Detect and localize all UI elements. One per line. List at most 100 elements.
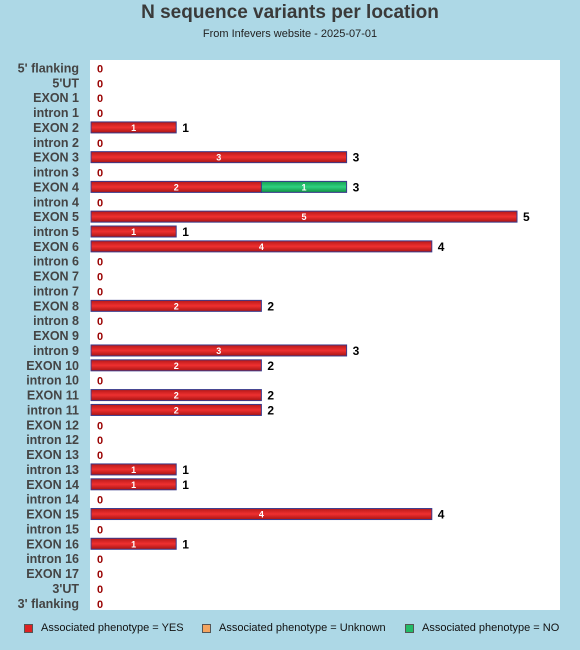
bar-intron-11-yes <box>90 403 262 416</box>
total-label: 0 <box>97 168 103 180</box>
category-label-exon-17: EXON 17 <box>26 567 79 581</box>
category-label-exon-14: EXON 14 <box>26 478 79 492</box>
total-label: 0 <box>97 331 103 343</box>
legend-item-no: Associated phenotype = NO <box>405 622 559 634</box>
category-label-intron-2: intron 2 <box>33 136 79 150</box>
legend-label-unknown: Associated phenotype = Unknown <box>219 622 386 634</box>
category-label-intron-13: intron 13 <box>26 463 79 477</box>
category-label-3-ut: 3'UT <box>52 582 79 596</box>
bar-value-label: 2 <box>174 361 179 371</box>
bar-exon-15-yes <box>90 508 433 521</box>
category-label-exon-6: EXON 6 <box>33 240 79 254</box>
category-label-5-ut: 5'UT <box>52 76 79 90</box>
category-label-intron-1: intron 1 <box>33 106 79 120</box>
total-label: 0 <box>97 420 103 432</box>
total-label: 2 <box>267 389 274 403</box>
category-label-intron-7: intron 7 <box>33 284 79 298</box>
bar-value-label: 1 <box>301 182 306 192</box>
bar-exon-10-yes <box>90 359 262 372</box>
bar-intron-9-yes <box>90 344 348 357</box>
bar-value-label: 2 <box>174 405 179 415</box>
total-label: 3 <box>353 151 360 165</box>
category-label-exon-4: EXON 4 <box>33 180 79 194</box>
bar-value-label: 4 <box>259 242 264 252</box>
category-label-intron-14: intron 14 <box>26 493 79 507</box>
bar-value-label: 3 <box>216 153 221 163</box>
total-label: 0 <box>97 569 103 581</box>
category-label-intron-9: intron 9 <box>33 344 79 358</box>
category-label-exon-3: EXON 3 <box>33 151 79 165</box>
category-label-intron-15: intron 15 <box>26 522 79 536</box>
category-label-intron-16: intron 16 <box>26 552 79 566</box>
total-label: 5 <box>523 210 530 224</box>
bar-exon-8-yes <box>90 299 262 312</box>
bar-exon-6-yes <box>90 240 433 253</box>
category-label-intron-5: intron 5 <box>33 225 79 239</box>
category-label-exon-11: EXON 11 <box>27 389 79 403</box>
total-label: 2 <box>267 403 274 417</box>
bar-exon-4-no <box>260 180 348 193</box>
category-label-intron-10: intron 10 <box>26 374 79 388</box>
category-label-exon-15: EXON 15 <box>26 508 79 522</box>
total-label: 1 <box>182 478 189 492</box>
total-label: 1 <box>182 463 189 477</box>
category-label-exon-5: EXON 5 <box>33 210 79 224</box>
bar-value-label: 1 <box>131 539 136 549</box>
category-label-exon-10: EXON 10 <box>26 359 79 373</box>
chart-title: N sequence variants per location <box>141 2 439 23</box>
category-label-5-flanking: 5' flanking <box>18 61 79 75</box>
plot-area <box>90 60 560 610</box>
category-label-3-flanking: 3' flanking <box>18 597 79 611</box>
category-label-intron-12: intron 12 <box>26 433 79 447</box>
legend-label-no: Associated phenotype = NO <box>422 622 560 634</box>
total-label: 0 <box>97 376 103 388</box>
total-label: 0 <box>97 63 103 75</box>
bar-value-label: 2 <box>174 391 179 401</box>
total-label: 0 <box>97 272 103 284</box>
bar-intron-13-yes <box>90 463 177 476</box>
legend-swatch-yes <box>24 623 33 633</box>
total-label: 4 <box>438 240 445 254</box>
total-label: 0 <box>97 108 103 120</box>
bar-value-label: 1 <box>131 465 136 475</box>
category-label-intron-6: intron 6 <box>33 255 79 269</box>
bar-value-label: 1 <box>131 227 136 237</box>
category-label-exon-2: EXON 2 <box>33 121 79 135</box>
bar-exon-3-yes <box>90 151 348 164</box>
total-label: 4 <box>438 508 445 522</box>
total-label: 0 <box>97 495 103 507</box>
category-label-intron-8: intron 8 <box>33 314 79 328</box>
legend-item-unknown: Associated phenotype = Unknown <box>202 622 386 634</box>
total-label: 3 <box>353 180 360 194</box>
category-label-exon-9: EXON 9 <box>33 329 79 343</box>
total-label: 1 <box>182 121 189 135</box>
chart-subtitle: From Infevers website - 2025-07-01 <box>202 28 378 40</box>
bar-exon-11-yes <box>90 389 262 402</box>
total-label: 3 <box>353 344 360 358</box>
total-label: 0 <box>97 78 103 90</box>
bar-exon-14-yes <box>90 478 177 491</box>
category-label-exon-7: EXON 7 <box>33 270 79 284</box>
legend-swatch-unknown <box>202 623 211 633</box>
total-label: 0 <box>97 93 103 105</box>
bar-value-label: 1 <box>131 123 136 133</box>
bar-exon-5-yes <box>90 210 518 223</box>
legend-label-yes: Associated phenotype = YES <box>41 622 184 634</box>
total-label: 0 <box>97 524 103 536</box>
category-label-intron-3: intron 3 <box>33 166 79 180</box>
category-label-exon-1: EXON 1 <box>33 91 79 105</box>
category-label-exon-12: EXON 12 <box>26 418 79 432</box>
total-label: 0 <box>97 316 103 328</box>
bar-intron-5-yes <box>90 225 177 238</box>
bar-value-label: 1 <box>131 480 136 490</box>
bar-value-label: 3 <box>216 346 221 356</box>
bar-value-label: 4 <box>259 510 264 520</box>
legend-swatch-no <box>405 623 414 633</box>
total-label: 0 <box>97 286 103 298</box>
total-label: 0 <box>97 554 103 566</box>
total-label: 0 <box>97 435 103 447</box>
bar-value-label: 2 <box>174 301 179 311</box>
total-label: 0 <box>97 584 103 596</box>
category-label-exon-13: EXON 13 <box>26 448 79 462</box>
total-label: 1 <box>182 537 189 551</box>
